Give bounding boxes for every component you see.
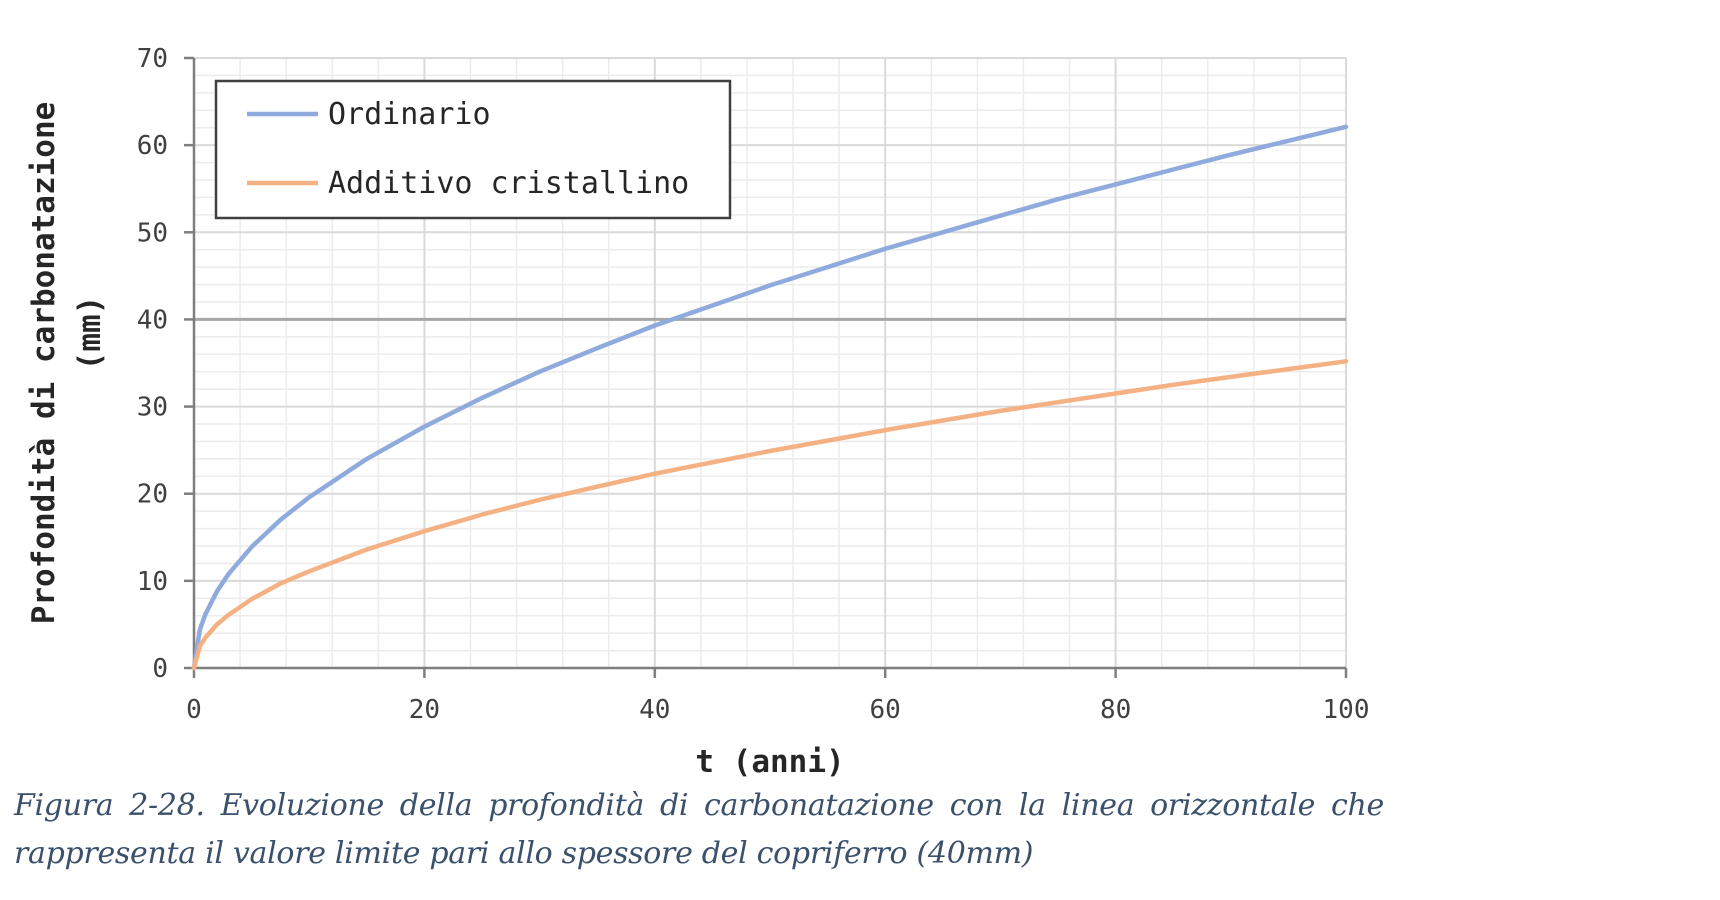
series-line-1: [191, 124, 1349, 671]
legend-label-1: Ordinario: [328, 97, 491, 132]
y-axis-title-line2: (mm): [72, 296, 108, 371]
x-axis-title: t (anni): [695, 744, 844, 780]
y-tick-label: 70: [137, 44, 168, 74]
y-tick-label: 30: [137, 393, 168, 423]
x-tick-label: 20: [409, 695, 440, 725]
x-tick-label: 60: [870, 695, 901, 725]
carbonation-depth-chart: 0 10 20 30 40 50 60 70 0 20 40 60 80 100 t (anni) Profo…: [26, 44, 1370, 780]
x-tick-label: 0: [186, 695, 202, 725]
y-tick-label: 50: [137, 218, 168, 248]
legend-box: [214, 79, 732, 220]
x-tick-label: 40: [639, 695, 670, 725]
y-tick-label: 20: [137, 480, 168, 510]
y-tick-label: 0: [152, 654, 168, 684]
figure-caption: Figura 2-28. Evoluzione della profondità…: [14, 788, 1384, 871]
y-tick-label: 10: [137, 567, 168, 597]
y-axis-title-line1: Profondità di carbonatazione: [26, 102, 62, 625]
series-line-2: [191, 359, 1349, 671]
y-tick-label: 60: [137, 131, 168, 161]
x-tick-label: 80: [1100, 695, 1131, 725]
x-tick-label: 100: [1323, 695, 1370, 725]
y-tick-label: 40: [137, 305, 168, 335]
legend-label-2: Additivo cristallino: [328, 166, 689, 201]
